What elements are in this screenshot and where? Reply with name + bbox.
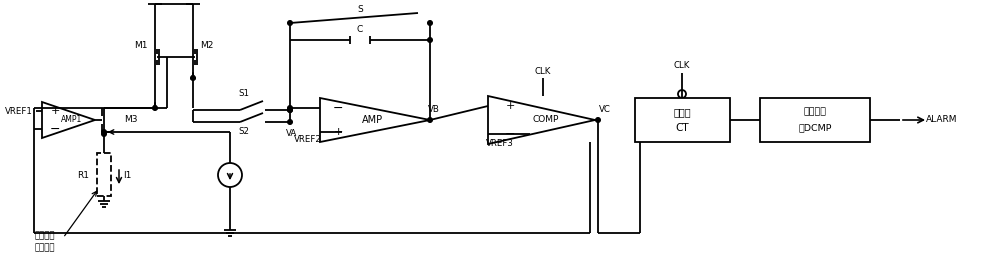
Text: S: S [357, 5, 363, 13]
Text: 器DCMP: 器DCMP [798, 124, 832, 132]
Text: −: − [333, 102, 343, 114]
Text: M2: M2 [200, 40, 214, 50]
Text: VB: VB [428, 106, 440, 114]
Circle shape [428, 21, 432, 25]
Text: M1: M1 [134, 40, 148, 50]
Text: ALARM: ALARM [926, 116, 958, 125]
Bar [760, 98, 870, 142]
Text: M3: M3 [124, 116, 138, 125]
Text: I1: I1 [123, 170, 131, 180]
Circle shape [153, 106, 157, 110]
Text: VA: VA [286, 128, 298, 137]
Text: S1: S1 [239, 90, 250, 99]
Circle shape [191, 76, 195, 80]
Text: VREF1: VREF1 [5, 106, 33, 116]
Circle shape [288, 120, 292, 124]
Circle shape [102, 130, 106, 134]
Text: CT: CT [675, 123, 689, 133]
Circle shape [288, 21, 292, 25]
Text: COMP: COMP [533, 116, 559, 125]
Text: 等效电阻: 等效电阻 [35, 244, 55, 252]
Text: AMP: AMP [361, 115, 383, 125]
Text: +: + [50, 106, 60, 116]
Circle shape [428, 38, 432, 42]
Circle shape [428, 118, 432, 122]
Bar [635, 98, 730, 142]
Circle shape [102, 132, 106, 136]
Circle shape [288, 106, 292, 110]
Text: VREF3: VREF3 [486, 140, 514, 148]
Text: 计数器: 计数器 [673, 107, 691, 117]
Text: +: + [333, 127, 343, 137]
Circle shape [288, 108, 292, 112]
Circle shape [596, 118, 600, 122]
Bar [97, 153, 111, 196]
Text: C: C [357, 25, 363, 35]
Text: CLK: CLK [674, 61, 690, 70]
Text: AMP1: AMP1 [61, 116, 83, 125]
Text: 顶层金属: 顶层金属 [35, 232, 55, 240]
Text: −: − [505, 128, 515, 140]
Text: 数字比较: 数字比较 [804, 107, 826, 117]
Circle shape [288, 108, 292, 112]
Text: S2: S2 [239, 128, 250, 136]
Text: −: − [50, 122, 60, 136]
Text: R1: R1 [77, 170, 89, 180]
Text: VC: VC [599, 106, 611, 114]
Text: +: + [505, 101, 515, 111]
Text: CLK: CLK [535, 68, 551, 76]
Text: VREF2: VREF2 [294, 136, 322, 144]
